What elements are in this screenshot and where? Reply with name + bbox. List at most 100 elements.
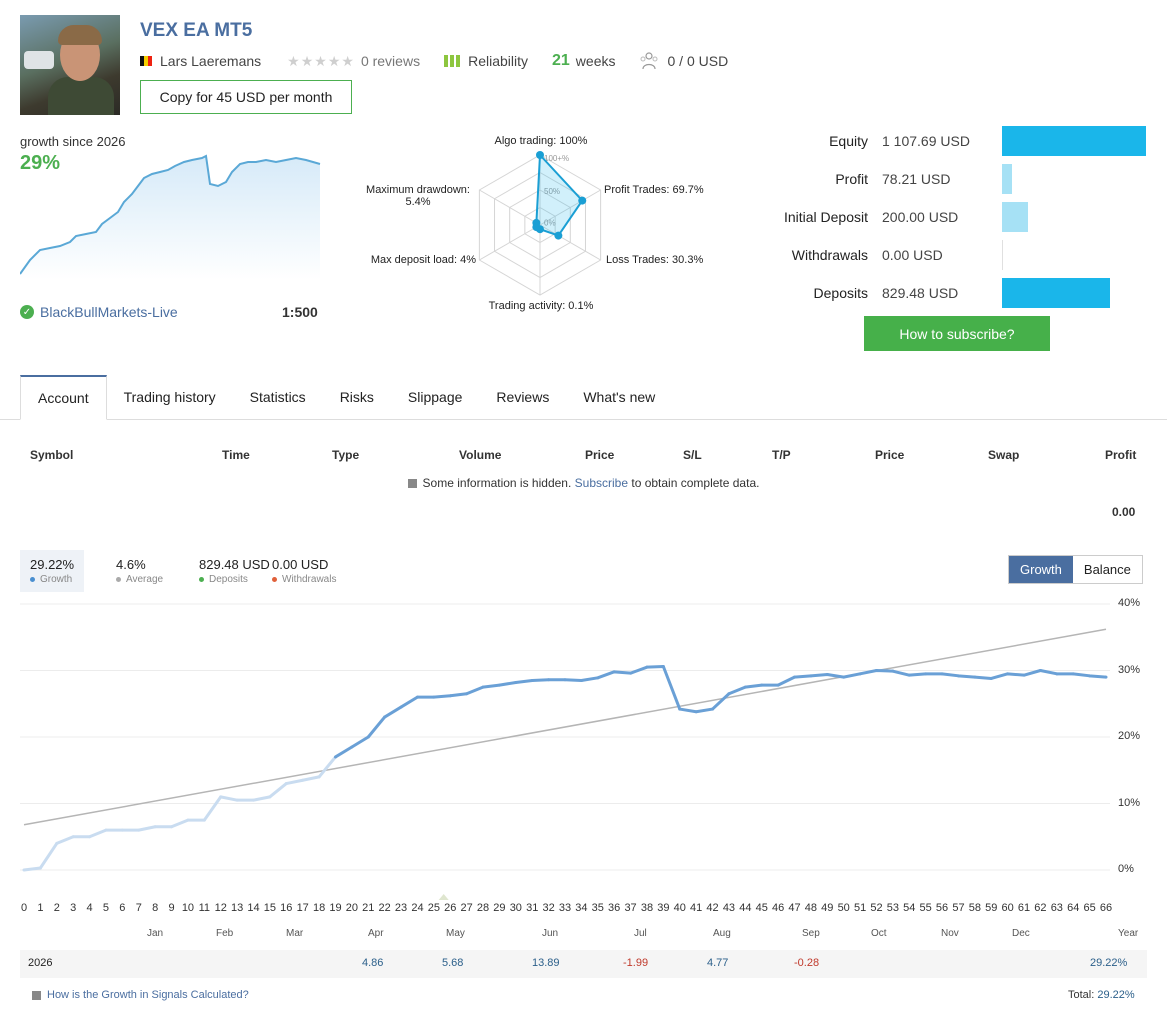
reviews-count[interactable]: 0 reviews [360,53,421,69]
x-tick-label: 40 [673,902,686,914]
weeks-label: weeks [575,53,616,69]
signal-title[interactable]: VEX EA MT5 [140,20,253,41]
chart-mode-toggle: Growth Balance [1008,555,1143,584]
growth-point [612,670,616,674]
column-header[interactable]: Profit [1105,448,1137,462]
column-header[interactable]: T/P [772,448,791,462]
growth-point [579,678,583,682]
tab-statistics[interactable]: Statistics [249,389,306,405]
month-label: Jun [542,928,559,939]
growth-calc-link[interactable]: How is the Growth in Signals Calculated? [32,989,249,1001]
growth-point [514,680,518,684]
column-header[interactable]: Time [222,448,250,462]
year-row [20,950,1147,978]
hidden-note-text: Some information is hidden. [422,476,572,490]
author-avatar[interactable] [20,15,120,115]
month-label: Jul [634,928,647,939]
month-label: Dec [1012,928,1030,939]
mini-growth-chart [20,154,321,280]
month-label: Jan [147,928,164,939]
stat-row: Profit 78.21 USD [760,164,1160,194]
x-tick-label: 39 [657,902,670,914]
x-tick-label: 8 [152,902,159,914]
subscribers-value: 0 / 0 USD [667,53,729,69]
column-header[interactable]: Symbol [30,448,74,462]
legend-item[interactable]: 0.00 USD Withdrawals [262,550,346,592]
tab-risks[interactable]: Risks [339,389,374,405]
column-header[interactable]: Price [585,448,615,462]
month-label: Feb [216,928,234,939]
x-tick-label: 36 [608,902,621,914]
column-header[interactable]: Type [332,448,360,462]
column-header[interactable]: Price [875,448,905,462]
growth-point [137,828,141,832]
growth-point [399,705,403,709]
reliability-icon [444,55,461,67]
author-name[interactable]: Lars Laeremans [160,53,262,69]
stat-label: Withdrawals [791,247,868,263]
growth-calc-link-text[interactable]: How is the Growth in Signals Calculated? [47,989,249,1001]
growth-point [350,745,354,749]
x-tick-label: 46 [771,902,785,914]
x-tick-label: 28 [476,902,490,914]
subscribe-link[interactable]: Subscribe [574,476,629,490]
x-tick-label: 32 [542,902,555,914]
radar-label-drawdown-value: 5.4% [405,196,431,208]
belgium-flag-icon [140,56,152,66]
reliability-label: Reliability [468,53,528,69]
legend-item[interactable]: 29.22% Growth [20,550,85,592]
growth-toggle-button[interactable]: Growth [1009,556,1073,583]
month-label: May [446,928,465,939]
x-tick-label: 47 [788,902,801,914]
leverage-value: 1:500 [282,304,318,320]
column-header[interactable]: Volume [459,448,502,462]
month-return: -1.99 [623,957,649,969]
legend-value: 0.00 USD [272,557,329,572]
radar-ring-label: 100+% [544,154,569,163]
column-header[interactable]: S/L [683,448,702,462]
tab-account[interactable]: Account [20,375,107,420]
column-header[interactable]: Swap [988,448,1020,462]
copy-button[interactable]: Copy for 45 USD per month [140,80,352,114]
growth-point [38,866,42,870]
broker-name[interactable]: BlackBullMarkets-Live [40,304,178,320]
footer-total-label: Total: [1068,989,1095,1001]
x-tick-label: 15 [263,902,277,914]
how-to-subscribe-button[interactable]: How to subscribe? [864,316,1050,351]
broker-link[interactable]: ✓ BlackBullMarkets-Live [20,304,178,320]
x-tick-label: 49 [821,902,834,914]
growth-point [1022,673,1026,677]
x-tick-label: 58 [968,902,981,914]
legend-item[interactable]: 4.6% Average [106,550,173,592]
tab-slippage[interactable]: Slippage [407,389,463,405]
tab-trading-history[interactable]: Trading history [123,389,216,405]
stat-label: Equity [829,133,868,149]
growth-point [465,692,469,696]
legend-label-text: Withdrawals [282,574,337,585]
growth-point [202,818,206,822]
tab-what-s-new[interactable]: What's new [583,389,656,405]
x-tick-label: 0 [20,902,28,914]
growth-point [563,678,567,682]
subscribers-icon [640,52,658,70]
growth-point [415,695,419,699]
growth-point [366,735,370,739]
tab-reviews[interactable]: Reviews [496,389,550,405]
x-tick-label: 19 [329,902,342,914]
growth-point [596,676,600,680]
growth-point [743,685,747,689]
legend-label: Deposits [199,574,270,585]
radar-label-load: Max deposit load: 4% [370,254,476,266]
radar-label-profit: Profit Trades: 69.7% [604,184,704,196]
growth-point [809,674,813,678]
growth-point [317,775,321,779]
y-tick-label: 0% [1118,863,1134,875]
legend-item[interactable]: 829.48 USD Deposits [189,550,280,592]
growth-point [727,692,731,696]
growth-point [284,782,288,786]
balance-toggle-button[interactable]: Balance [1083,562,1131,577]
legend-value: 829.48 USD [199,557,270,572]
stat-bar [1002,164,1012,194]
x-tick-label: 56 [935,902,949,914]
growth-point [629,671,633,675]
